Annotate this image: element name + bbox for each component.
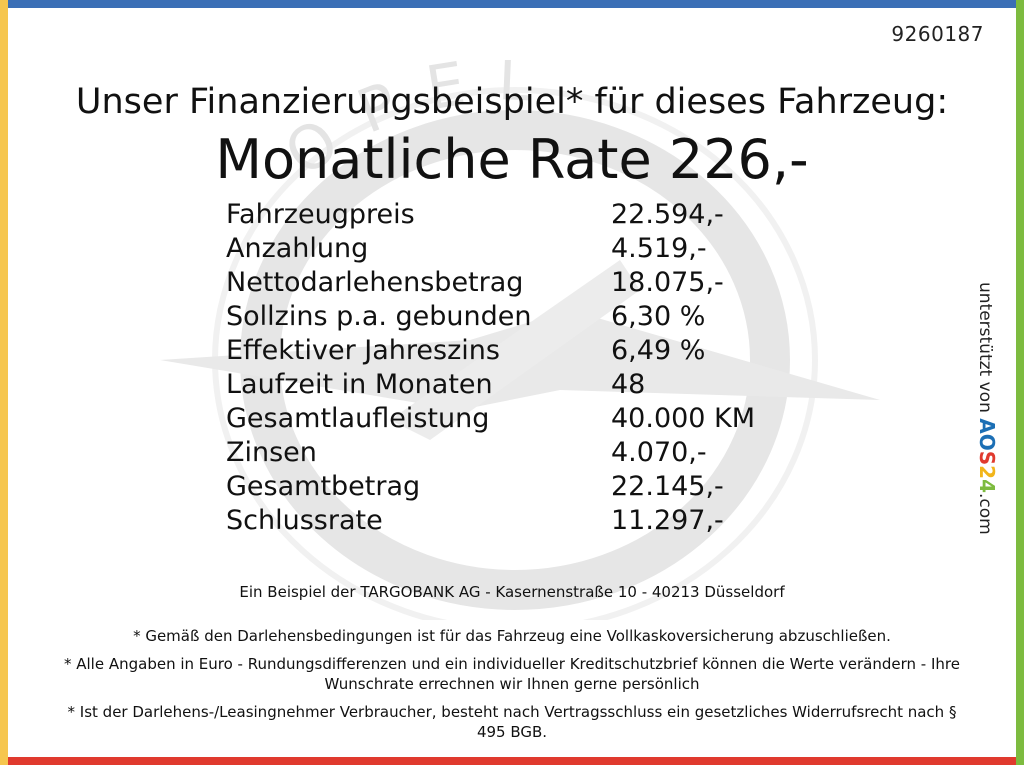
row-value: 40.000 KM	[611, 403, 756, 434]
brand-letter-o: O	[975, 433, 999, 451]
brand-letter-a: A	[975, 418, 999, 434]
row-label: Sollzins p.a. gebunden	[226, 301, 532, 332]
table-row: Gesamtlaufleistung 40.000 KM	[226, 402, 755, 436]
row-value: 22.594,-	[611, 199, 724, 230]
table-row: Anzahlung 4.519,-	[226, 232, 755, 266]
row-value: 4.519,-	[611, 233, 707, 264]
opel-logo-watermark: OPEL	[160, 60, 880, 620]
sponsor-prefix: unterstützt von	[975, 282, 995, 413]
footnote-insurance: * Gemäß den Darlehensbedingungen ist für…	[133, 627, 891, 645]
bank-line: Ein Beispiel der TARGOBANK AG - Kasernen…	[239, 583, 785, 601]
brand-letter-s: S	[975, 450, 999, 466]
row-label: Schlussrate	[226, 505, 383, 536]
right-color-bar	[1016, 0, 1024, 765]
row-value: 11.297,-	[611, 505, 724, 536]
footnotes: * Gemäß den Darlehensbedingungen ist für…	[60, 626, 964, 750]
brand-suffix: .com	[975, 493, 995, 535]
reference-number: 9260187	[891, 22, 984, 46]
row-label: Zinsen	[226, 437, 317, 468]
row-value: 6,49 %	[611, 335, 706, 366]
brand-digit-2: 2	[975, 465, 999, 480]
row-label: Fahrzeugpreis	[226, 199, 415, 230]
row-label: Anzahlung	[226, 233, 369, 264]
row-value: 22.145,-	[611, 471, 724, 502]
top-color-bar	[0, 0, 1024, 8]
row-label: Laufzeit in Monaten	[226, 369, 493, 400]
financing-table: Fahrzeugpreis 22.594,- Anzahlung 4.519,- N…	[226, 198, 755, 538]
row-label: Effektiver Jahreszins	[226, 335, 500, 366]
monthly-rate: Monatliche Rate 226,-	[215, 128, 809, 191]
table-row: Laufzeit in Monaten 48	[226, 368, 755, 402]
table-row: Sollzins p.a. gebunden 6,30 %	[226, 300, 755, 334]
table-row: Effektiver Jahreszins 6,49 %	[226, 334, 755, 368]
table-row: Schlussrate 11.297,-	[226, 504, 755, 538]
brand-digit-4: 4	[975, 479, 999, 494]
footnote-rounding: * Alle Angaben in Euro - Rundungsdiffere…	[63, 655, 960, 693]
table-row: Fahrzeugpreis 22.594,-	[226, 198, 755, 232]
row-value: 18.075,-	[611, 267, 724, 298]
row-value: 48	[611, 369, 646, 400]
footnote-withdrawal: * Ist der Darlehens-/Leasingnehmer Verbr…	[67, 703, 957, 741]
row-value: 6,30 %	[611, 301, 706, 332]
row-label: Nettodarlehensbetrag	[226, 267, 524, 298]
row-label: Gesamtlaufleistung	[226, 403, 490, 434]
table-row: Zinsen 4.070,-	[226, 436, 755, 470]
row-label: Gesamtbetrag	[226, 471, 421, 502]
left-color-bar	[0, 0, 8, 765]
table-row: Gesamtbetrag 22.145,-	[226, 470, 755, 504]
page-title: Unser Finanzierungsbeispiel* für dieses …	[75, 82, 949, 122]
table-row: Nettodarlehensbetrag 18.075,-	[226, 266, 755, 300]
bottom-color-bar	[0, 757, 1024, 765]
row-value: 4.070,-	[611, 437, 707, 468]
